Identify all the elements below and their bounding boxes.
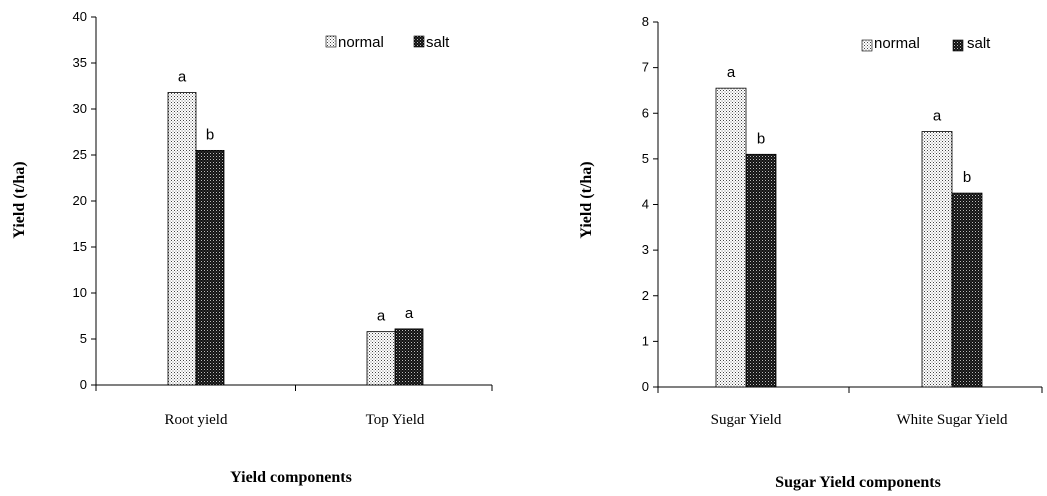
legend-swatch-normal-right <box>861 39 873 52</box>
bar-salt-right <box>745 153 777 388</box>
y-tick-label: 8 <box>642 14 649 29</box>
significance-letter: a <box>178 68 187 85</box>
y-tick-label: 10 <box>73 285 87 300</box>
y-tick-label: 15 <box>73 239 87 254</box>
legend-label-normal-left: normal <box>338 34 384 51</box>
legend-label-normal-right: normal <box>874 35 920 52</box>
plot-area-right: 0 1 2 3 4 5 6 7 8 Sugar Yield White Sugar Yield a a b… <box>642 14 1043 428</box>
bar-normal-right <box>715 87 747 388</box>
x-axis-title-left: Yield components <box>230 469 352 486</box>
y-tick-label: 2 <box>642 288 649 303</box>
significance-letter: a <box>933 108 942 125</box>
legend-left: normal salt <box>325 34 450 51</box>
significance-letter: a <box>405 305 414 322</box>
y-tick-label: 20 <box>73 193 87 208</box>
y-tick-label: 30 <box>73 101 87 116</box>
legend-swatch-salt-right <box>952 39 964 52</box>
x-category-label: Root yield <box>165 412 228 428</box>
y-axis-title-right: Yield (t/ha) <box>578 161 595 238</box>
y-tick-label: 35 <box>73 55 87 70</box>
bar-normal-left <box>366 331 396 386</box>
y-tick-label: 3 <box>642 242 649 257</box>
bar-salt-left <box>394 328 424 386</box>
bar-salt-right <box>951 192 983 388</box>
legend-swatch-normal-left <box>325 35 337 48</box>
significance-letter: b <box>963 169 971 186</box>
significance-letter: a <box>377 308 386 325</box>
legend-label-salt-left: salt <box>426 34 450 51</box>
chart-right: 0 1 2 3 4 5 6 7 8 Sugar Yield White Sugar Yield a a b… <box>578 14 1043 491</box>
legend-swatch-salt-left <box>413 35 425 48</box>
y-tick-label: 1 <box>642 333 649 348</box>
x-category-label: White Sugar Yield <box>896 412 1008 428</box>
y-tick-label: 0 <box>642 379 649 394</box>
significance-letter: b <box>206 126 214 143</box>
bar-salt-left <box>195 149 225 386</box>
y-tick-label: 4 <box>642 197 649 212</box>
legend-right: normal salt <box>861 35 991 52</box>
x-category-label: Top Yield <box>366 412 425 428</box>
y-tick-label: 7 <box>642 60 649 75</box>
bar-normal-right <box>921 131 953 388</box>
x-axis-title-right: Sugar Yield components <box>775 474 941 491</box>
y-axis-title-left: Yield (t/ha) <box>11 161 28 238</box>
y-tick-label: 5 <box>642 151 649 166</box>
y-tick-label: 25 <box>73 147 87 162</box>
plot-area-left: 0 5 10 15 20 25 30 35 40 Root yield Top Yield a a b a <box>73 9 493 428</box>
significance-letter: a <box>727 64 736 81</box>
y-tick-label: 0 <box>80 377 87 392</box>
y-tick-label: 6 <box>642 105 649 120</box>
x-category-label: Sugar Yield <box>711 412 782 428</box>
bar-normal-left <box>167 92 197 386</box>
y-tick-label: 40 <box>73 9 87 24</box>
significance-letter: b <box>757 130 765 147</box>
legend-label-salt-right: salt <box>967 35 991 52</box>
y-tick-label: 5 <box>80 331 87 346</box>
